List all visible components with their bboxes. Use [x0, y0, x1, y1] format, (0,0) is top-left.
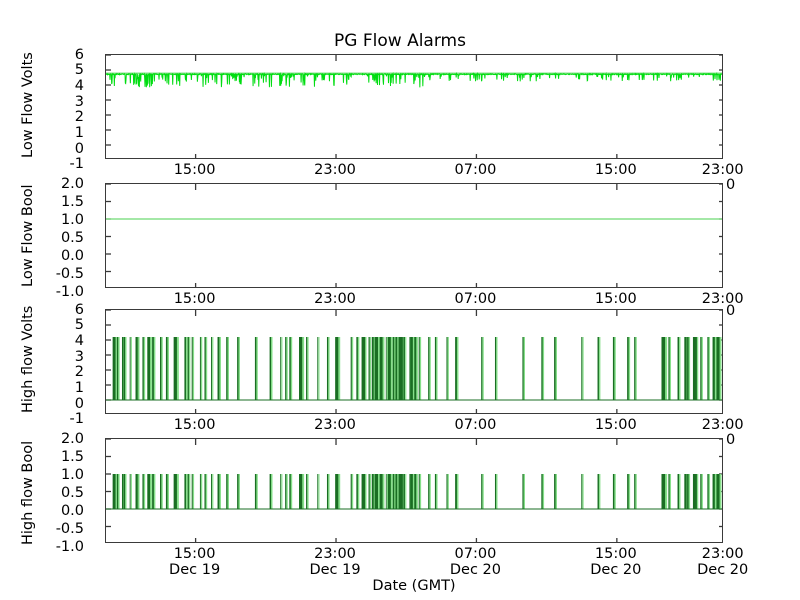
ytick: 0 — [74, 141, 84, 157]
ytick: 0.0 — [60, 503, 84, 519]
ytick: -1 — [69, 411, 84, 427]
ytick: -1.0 — [55, 284, 84, 300]
ytick: 2.0 — [60, 431, 84, 447]
xtick-label: 23:00 — [701, 291, 744, 307]
xtick-label: 23:00 — [314, 162, 356, 178]
page-title: PG Flow Alarms — [334, 31, 466, 51]
ytick: 6 — [74, 302, 84, 318]
xtick-label: 07:00 — [454, 417, 497, 433]
xtick-label: 23:00 Dec 19 — [309, 546, 361, 579]
ytick: 0.0 — [60, 248, 84, 264]
axis-label-low-flow-bool: Low Flow Bool — [20, 184, 36, 287]
xtick-label: 23:00 — [314, 417, 356, 433]
axis-label-high-flow-volts: High flow Volts — [20, 305, 36, 413]
ytick: 6 — [74, 47, 84, 63]
ytick: -0.5 — [55, 266, 84, 282]
xtick-label: 23:00 — [701, 417, 744, 433]
plot-area-panel2 — [105, 183, 723, 288]
xtick-label: 15:00 — [594, 417, 637, 433]
right-edge-label-panel2: 0 — [726, 177, 736, 193]
right-edge-label-panel4: 0 — [726, 432, 736, 448]
axis-label-high-flow-bool: High flow Bool — [20, 440, 36, 545]
right-edge-label-panel3: 0 — [726, 303, 736, 319]
ytick: 3 — [74, 349, 84, 365]
xtick-label: 15:00 — [173, 162, 216, 178]
ytick: 1.5 — [60, 449, 84, 465]
xtick-label: 15:00 Dec 19 — [169, 546, 221, 579]
ytick: 0.5 — [60, 230, 84, 246]
xtick-label: 15:00 — [173, 417, 216, 433]
ytick: 0 — [74, 396, 84, 412]
ytick: 4 — [74, 333, 84, 349]
xtick-label: 23:00 Dec 20 — [697, 546, 749, 579]
xtick-label: 15:00 — [594, 291, 637, 307]
ytick: 0.5 — [60, 485, 84, 501]
xtick-label: 07:00 Dec 20 — [449, 546, 501, 579]
plot-area-panel4 — [105, 438, 723, 543]
ytick: 2 — [74, 364, 84, 380]
ytick: 3 — [74, 94, 84, 110]
xtick-label: 23:00 — [314, 291, 356, 307]
ytick: 2 — [74, 109, 84, 125]
plot-area-panel3 — [105, 309, 723, 414]
ytick: 4 — [74, 78, 84, 94]
plot-area-panel1 — [105, 54, 723, 159]
ytick: 5 — [74, 317, 84, 333]
axis-label-low-flow-volts: Low Flow Volts — [20, 52, 36, 158]
xtick-label: 23:00 — [701, 162, 744, 178]
xtick-label: 15:00 — [173, 291, 216, 307]
xtick-label: 07:00 — [454, 291, 497, 307]
ytick: -1.0 — [55, 539, 84, 555]
ytick: 1.0 — [60, 467, 84, 483]
xtick-label: 15:00 Dec 20 — [590, 546, 642, 579]
ytick: 1 — [74, 380, 84, 396]
ytick: -1 — [69, 156, 84, 172]
ytick: -0.5 — [55, 521, 84, 537]
ytick: 1.5 — [60, 194, 84, 210]
ytick: 1.0 — [60, 212, 84, 228]
ytick: 1 — [74, 125, 84, 141]
xtick-label: 15:00 — [594, 162, 637, 178]
xtick-label: 07:00 — [454, 162, 497, 178]
ytick: 2.0 — [60, 176, 84, 192]
axis-label-date-gmt: Date (GMT) — [372, 578, 456, 594]
ytick: 5 — [74, 62, 84, 78]
